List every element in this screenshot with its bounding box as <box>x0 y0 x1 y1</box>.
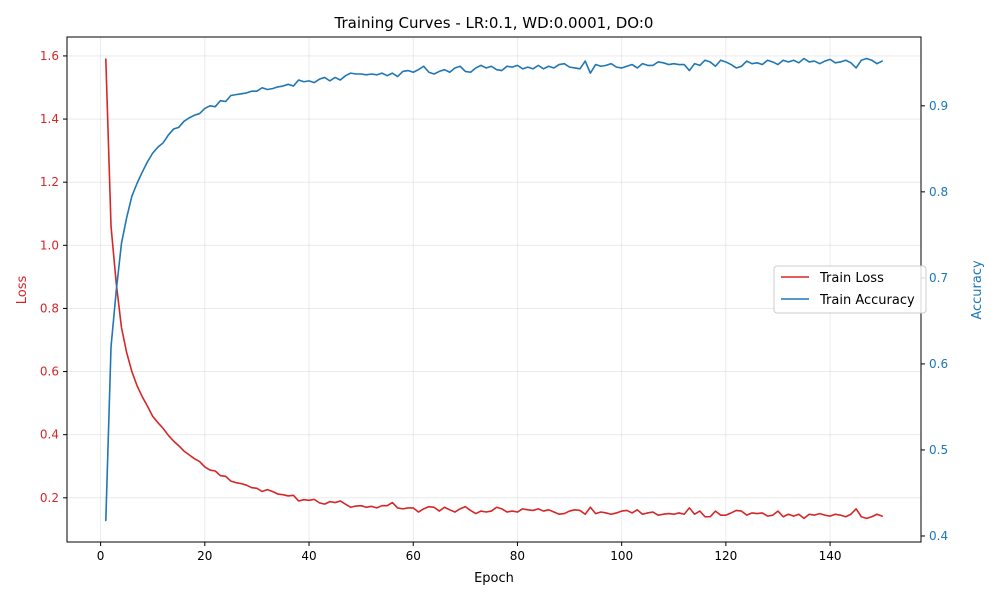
x-tick-label: 140 <box>819 549 842 563</box>
y-left-tick-label: 1.0 <box>40 238 59 252</box>
y-right-tick-label: 0.6 <box>929 357 948 371</box>
x-axis-label: Epoch <box>474 571 514 586</box>
x-tick-label: 100 <box>610 549 633 563</box>
y-right-tick-label: 0.5 <box>929 443 948 457</box>
y-axis-left: 0.2 0.4 0.6 0.8 1.0 1.2 1.4 1.6 <box>40 49 67 505</box>
legend: Train Loss Train Accuracy <box>773 265 927 314</box>
x-tick-label: 80 <box>510 549 525 563</box>
y-left-tick-label: 1.4 <box>40 112 59 126</box>
x-axis: 0 20 40 60 80 100 120 140 <box>97 542 842 563</box>
legend-label-train-accuracy: Train Accuracy <box>819 293 915 308</box>
y-right-tick-label: 0.7 <box>929 271 948 285</box>
y-right-tick-label: 0.8 <box>929 185 948 199</box>
x-tick-label: 40 <box>301 549 316 563</box>
y-axis-right: 0.4 0.5 0.6 0.7 0.8 0.9 <box>921 99 948 543</box>
y-left-tick-label: 1.6 <box>40 49 59 63</box>
grid <box>67 37 921 542</box>
x-tick-label: 120 <box>714 549 737 563</box>
y-left-tick-label: 0.8 <box>40 301 59 315</box>
y-right-tick-label: 0.4 <box>929 529 948 543</box>
series-lines <box>105 57 883 522</box>
legend-box <box>773 265 927 314</box>
train-accuracy-line <box>105 57 883 522</box>
legend-label-train-loss: Train Loss <box>819 271 884 286</box>
train-loss-line <box>105 58 883 520</box>
x-tick-label: 60 <box>406 549 421 563</box>
y-left-tick-label: 0.4 <box>40 428 59 442</box>
y-left-tick-label: 0.6 <box>40 365 59 379</box>
x-tick-label: 20 <box>197 549 212 563</box>
y-left-tick-label: 0.2 <box>40 491 59 505</box>
chart-title: Training Curves - LR:0.1, WD:0.0001, DO:… <box>334 14 654 32</box>
y-left-tick-label: 1.2 <box>40 175 59 189</box>
y-axis-right-label: Accuracy <box>970 260 985 320</box>
y-axis-left-label: Loss <box>15 276 30 305</box>
y-right-tick-label: 0.9 <box>929 99 948 113</box>
x-tick-label: 0 <box>97 549 105 563</box>
